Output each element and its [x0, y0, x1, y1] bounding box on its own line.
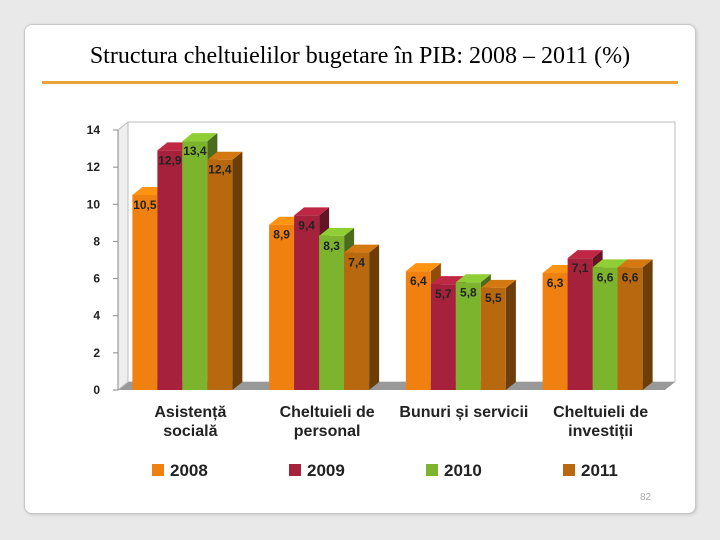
bar: [430, 284, 456, 390]
value-label: 10,5: [133, 198, 157, 212]
bar-top: [405, 263, 441, 272]
x-tick-label: Asistență socială: [154, 404, 227, 440]
legend-swatch: [152, 464, 164, 476]
legend-swatch: [563, 464, 575, 476]
y-tick-label: 0: [93, 383, 100, 397]
legend-label: 2008: [170, 461, 208, 480]
value-label: 12,4: [208, 163, 232, 177]
bar-side: [505, 279, 516, 390]
legend-swatch: [426, 464, 438, 476]
bar-side: [369, 244, 380, 390]
bar: [132, 195, 158, 390]
bar: [319, 235, 345, 390]
slide-title: Structura cheltuielilor bugetare în PIB:…: [89, 43, 631, 69]
y-tick-label: 12: [87, 160, 101, 174]
bar: [455, 282, 481, 390]
bar-top: [617, 259, 653, 268]
bar: [617, 267, 643, 390]
y-tick-label: 4: [93, 309, 100, 323]
legend-label: 2010: [444, 461, 482, 480]
bar-top: [344, 244, 380, 253]
bar: [294, 215, 320, 390]
x-tick-label: Cheltuieli de investiții: [553, 404, 649, 440]
bar: [592, 267, 618, 390]
bar-top: [319, 227, 355, 236]
value-label: 12,9: [158, 153, 182, 167]
legend-label: 2011: [581, 461, 618, 480]
side-wall: [117, 120, 129, 392]
bar: [182, 141, 208, 390]
bar: [542, 273, 568, 390]
y-tick-label: 14: [87, 123, 101, 137]
value-label: 13,4: [183, 144, 207, 158]
value-label: 8,9: [273, 228, 290, 242]
bar-top: [567, 250, 603, 259]
value-label: 5,7: [435, 287, 452, 301]
value-label: 7,4: [348, 256, 365, 270]
value-label: 6,6: [622, 270, 639, 284]
title-rule: [42, 81, 678, 84]
bar-top: [455, 274, 491, 283]
x-tick-label: Cheltuieli de personal: [279, 404, 375, 440]
bar-group: 5,5: [480, 279, 516, 390]
value-label: 5,8: [460, 285, 477, 299]
value-label: 8,3: [323, 239, 340, 253]
bar: [480, 287, 506, 390]
legend-label: 2009: [307, 461, 345, 480]
legend-swatch: [289, 464, 301, 476]
y-tick-label: 6: [93, 272, 100, 286]
y-tick-label: 10: [87, 197, 101, 211]
bar-group: 12,4: [207, 151, 243, 390]
bar-top: [294, 207, 330, 216]
floor: [118, 382, 675, 390]
bar-side: [232, 151, 243, 390]
value-label: 7,1: [572, 261, 589, 275]
y-tick-label: 8: [93, 234, 100, 248]
bar: [344, 252, 370, 390]
value-label: 6,4: [410, 274, 427, 288]
x-tick-label: Bunuri și servicii: [399, 404, 529, 421]
bar-top: [592, 259, 628, 268]
bar-group: 6,6: [617, 259, 653, 390]
bar-group: 7,4: [344, 244, 380, 390]
bar: [157, 150, 183, 390]
bar-top: [207, 151, 243, 160]
value-label: 6,6: [597, 270, 614, 284]
bar: [405, 271, 431, 390]
value-label: 9,4: [298, 218, 315, 232]
bar: [207, 159, 233, 390]
bar-top: [480, 279, 516, 288]
page-number: 82: [640, 492, 652, 503]
value-label: 6,3: [547, 276, 564, 290]
bar: [567, 258, 593, 390]
bar-top: [182, 133, 218, 142]
bar-side: [642, 259, 653, 390]
bar: [269, 224, 295, 390]
y-tick-label: 2: [93, 346, 100, 360]
value-label: 5,5: [485, 291, 502, 305]
